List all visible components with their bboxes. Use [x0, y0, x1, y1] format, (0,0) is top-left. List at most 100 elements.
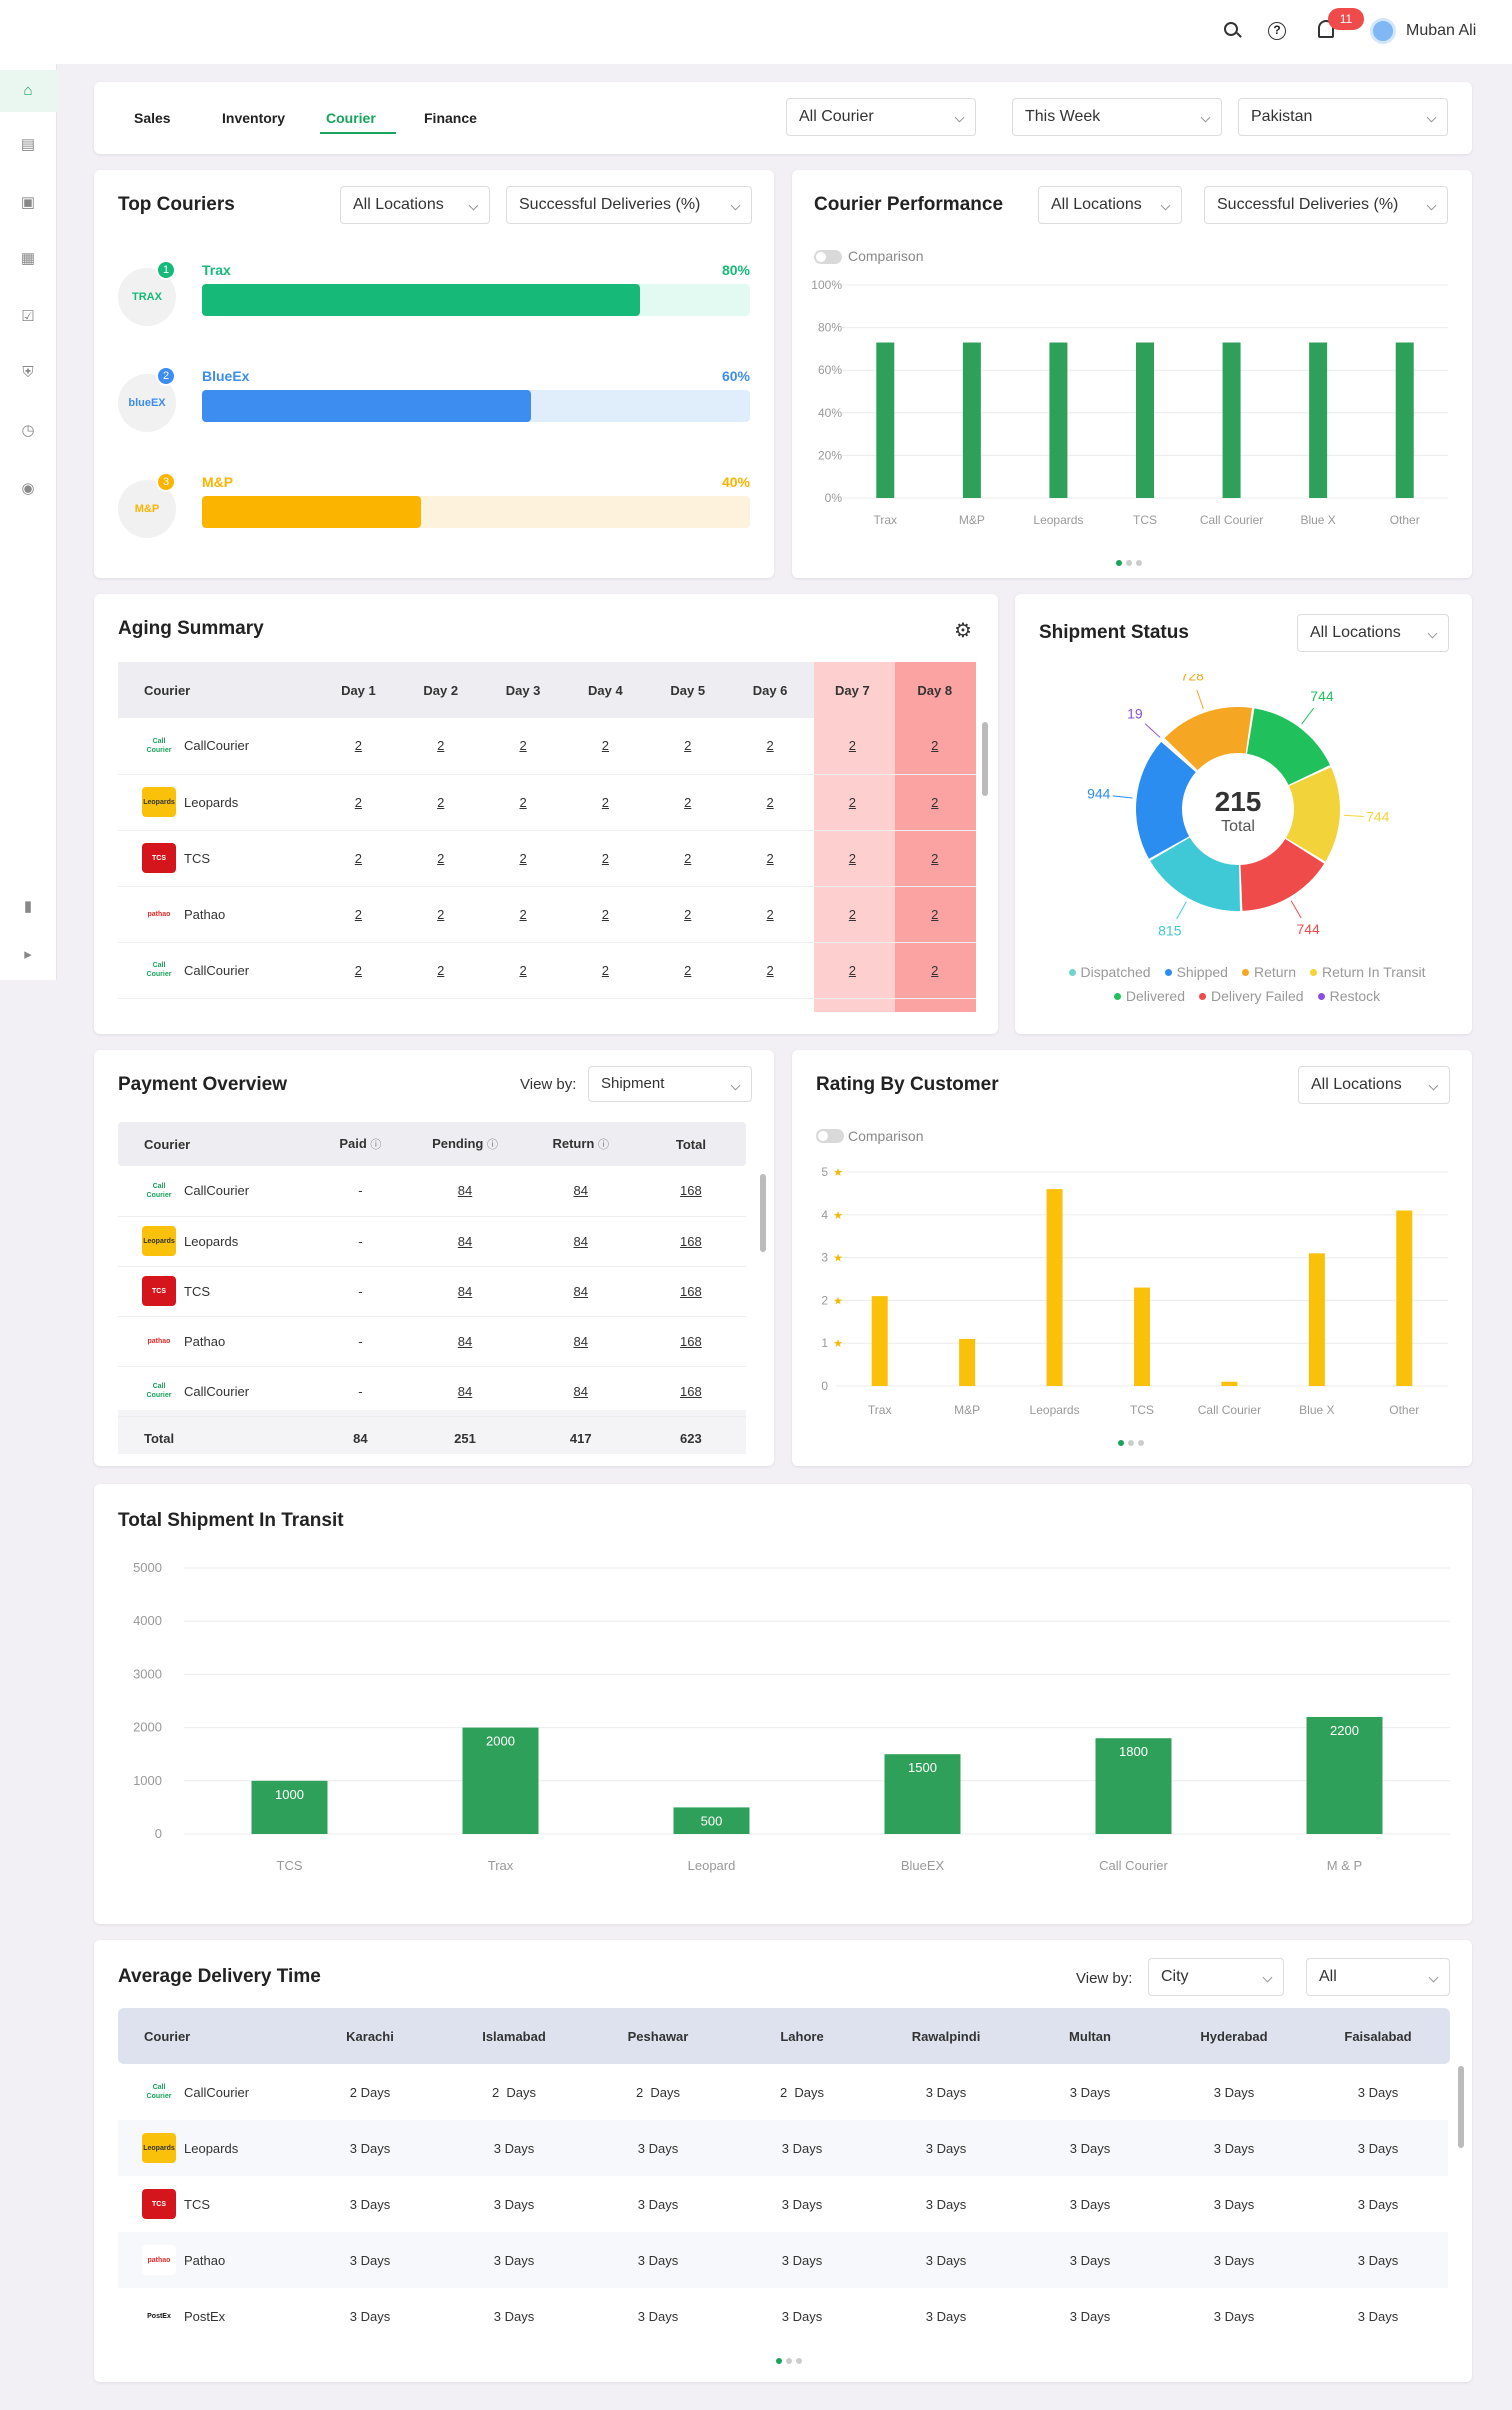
payment-value-cell[interactable]: 84 — [525, 1366, 636, 1417]
aging-value-cell[interactable]: 2 — [728, 830, 812, 887]
delivery-scope[interactable]: All — [1306, 1958, 1450, 1996]
aging-value-cell[interactable]: 2 — [399, 718, 482, 775]
user-name[interactable]: Muban Ali — [1406, 22, 1477, 39]
tab-finance[interactable]: Finance — [424, 110, 477, 126]
aging-value-cell[interactable]: 2 — [728, 886, 812, 943]
aging-value-cell[interactable]: 2 — [317, 774, 400, 831]
aging-value-cell[interactable]: 2 — [317, 886, 400, 943]
top-couriers-location[interactable]: All Locations — [340, 186, 490, 224]
payment-value-cell[interactable]: 168 — [635, 1166, 746, 1217]
legend-item[interactable]: Restock — [1317, 988, 1380, 1004]
delivery-pager[interactable] — [776, 2358, 802, 2364]
shipment-status-location[interactable]: All Locations — [1297, 614, 1449, 652]
info-icon[interactable]: ⓘ — [370, 1139, 382, 1151]
aging-value-cell[interactable]: 2 — [893, 886, 976, 943]
legend-item[interactable]: Return — [1241, 964, 1296, 980]
payment-value-cell[interactable]: 84 — [404, 1216, 526, 1267]
aging-value-cell[interactable]: 2 — [893, 718, 976, 775]
checklist-icon[interactable]: ☑ — [21, 308, 35, 325]
orders-icon[interactable]: ▤ — [20, 136, 36, 153]
aging-value-cell[interactable]: 2 — [811, 774, 894, 831]
aging-value-cell[interactable]: 2 — [481, 886, 565, 943]
info-icon[interactable]: ⓘ — [486, 1139, 498, 1151]
aging-value-cell[interactable]: 2 — [399, 774, 482, 831]
aging-value-cell[interactable]: 2 — [564, 718, 647, 775]
payment-view-by[interactable]: Shipment — [588, 1066, 752, 1102]
payment-value-cell[interactable]: 168 — [635, 1366, 746, 1417]
aging-value-cell[interactable]: 2 — [646, 942, 729, 999]
clock-icon[interactable]: ◷ — [21, 422, 35, 439]
aging-value-cell[interactable]: 2 — [317, 718, 400, 775]
rating-location[interactable]: All Locations — [1298, 1066, 1450, 1104]
payment-value-cell[interactable]: 168 — [635, 1266, 746, 1317]
courier-filter[interactable]: All Courier — [786, 98, 976, 136]
aging-value-cell[interactable]: 2 — [481, 942, 565, 999]
delivery-view-by[interactable]: City — [1148, 1958, 1284, 1996]
payment-value-cell[interactable]: 84 — [525, 1166, 636, 1217]
aging-value-cell[interactable]: 2 — [646, 718, 729, 775]
payment-value-cell[interactable]: 84 — [404, 1166, 526, 1217]
avatar[interactable] — [1370, 18, 1396, 44]
aging-value-cell[interactable]: 2 — [564, 886, 647, 943]
rating-pager[interactable] — [1118, 1440, 1144, 1446]
legend-item[interactable]: Delivery Failed — [1198, 988, 1304, 1004]
legend-item[interactable]: Return In Transit — [1309, 964, 1425, 980]
aging-value-cell[interactable]: 2 — [564, 942, 647, 999]
aging-value-cell[interactable]: 2 — [317, 942, 400, 999]
aging-value-cell[interactable]: 2 — [317, 830, 400, 887]
legend-item[interactable]: Delivered — [1113, 988, 1185, 1004]
payment-value-cell[interactable]: 168 — [635, 1316, 746, 1367]
aging-value-cell[interactable]: 2 — [399, 942, 482, 999]
performance-metric[interactable]: Successful Deliveries (%) — [1204, 186, 1448, 224]
calendar-icon[interactable]: ▦ — [20, 250, 36, 267]
payment-value-cell[interactable]: 168 — [635, 1216, 746, 1267]
tab-courier[interactable]: Courier — [326, 110, 376, 126]
comparison-toggle[interactable] — [814, 250, 842, 264]
aging-value-cell[interactable]: 2 — [564, 830, 647, 887]
top-couriers-metric[interactable]: Successful Deliveries (%) — [506, 186, 752, 224]
sidebar-item-home[interactable]: ⌂ — [0, 70, 57, 112]
gear-icon[interactable]: ⚙ — [954, 620, 972, 642]
bell-sidebar-icon[interactable]: ◉ — [21, 480, 35, 497]
tab-inventory[interactable]: Inventory — [222, 110, 286, 126]
aging-value-cell[interactable]: 2 — [399, 886, 482, 943]
info-icon[interactable]: ⓘ — [597, 1139, 609, 1151]
payment-value-cell[interactable]: 84 — [404, 1316, 526, 1367]
performance-location[interactable]: All Locations — [1038, 186, 1182, 224]
aging-value-cell[interactable]: 2 — [728, 942, 812, 999]
payment-value-cell[interactable]: 84 — [525, 1216, 636, 1267]
id-card-icon[interactable]: ▣ — [20, 194, 36, 211]
search-icon[interactable] — [1224, 22, 1238, 36]
country-filter[interactable]: Pakistan — [1238, 98, 1448, 136]
aging-value-cell[interactable]: 2 — [728, 718, 812, 775]
aging-value-cell[interactable]: 2 — [893, 774, 976, 831]
aging-value-cell[interactable]: 2 — [811, 886, 894, 943]
expand-icon[interactable]: ▸ — [24, 946, 32, 963]
aging-value-cell[interactable]: 2 — [564, 774, 647, 831]
aging-value-cell[interactable]: 2 — [399, 830, 482, 887]
aging-value-cell[interactable]: 2 — [646, 886, 729, 943]
aging-value-cell[interactable]: 2 — [481, 774, 565, 831]
aging-value-cell[interactable]: 2 — [481, 718, 565, 775]
book-icon[interactable]: ▮ — [23, 898, 33, 915]
period-filter[interactable]: This Week — [1012, 98, 1222, 136]
performance-pager[interactable] — [1116, 560, 1142, 566]
aging-value-cell[interactable]: 2 — [481, 830, 565, 887]
rating-comparison-toggle[interactable] — [816, 1129, 844, 1143]
aging-value-cell[interactable]: 2 — [646, 830, 729, 887]
legend-item[interactable]: Dispatched — [1068, 964, 1151, 980]
help-icon[interactable]: ? — [1268, 22, 1286, 40]
aging-value-cell[interactable]: 2 — [893, 830, 976, 887]
bell-icon[interactable] — [1318, 20, 1334, 38]
aging-value-cell[interactable]: 2 — [646, 774, 729, 831]
shield-icon[interactable]: ⛨ — [22, 364, 34, 381]
aging-value-cell[interactable]: 2 — [728, 774, 812, 831]
aging-value-cell[interactable]: 2 — [811, 830, 894, 887]
legend-item[interactable]: Shipped — [1164, 964, 1228, 980]
tab-sales[interactable]: Sales — [134, 110, 171, 126]
aging-value-cell[interactable]: 2 — [893, 942, 976, 999]
aging-value-cell[interactable]: 2 — [811, 942, 894, 999]
aging-value-cell[interactable]: 2 — [811, 718, 894, 775]
payment-value-cell[interactable]: 84 — [525, 1266, 636, 1317]
payment-value-cell[interactable]: 84 — [525, 1316, 636, 1367]
